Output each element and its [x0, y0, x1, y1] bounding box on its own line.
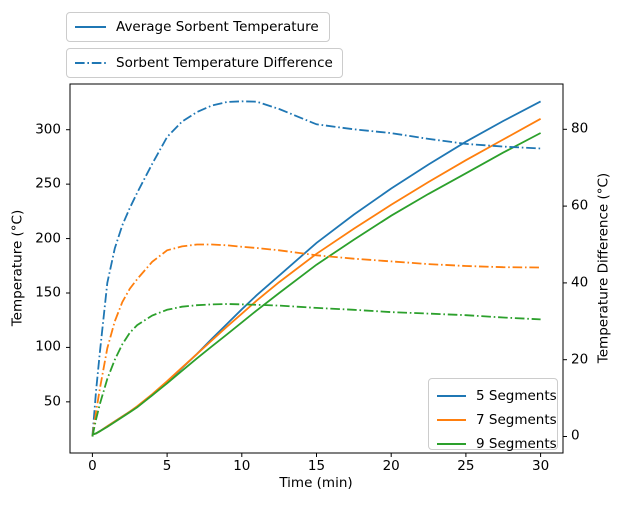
x-tick-label: 20 [382, 458, 400, 474]
green-line-sample [437, 443, 466, 445]
y-left-tick-label: 50 [43, 393, 61, 410]
legend-temperature-difference: Sorbent Temperature Difference [66, 48, 343, 78]
y-left-tick-label: 100 [35, 338, 61, 355]
legend-row: Sorbent Temperature Difference [67, 49, 342, 77]
x-tick-label: 5 [162, 458, 172, 474]
x-tick-label: 15 [307, 458, 326, 474]
y-right-tick-label: 40 [571, 274, 589, 291]
x-tick-label: 25 [457, 458, 475, 474]
y-right-tick-label: 20 [571, 350, 589, 367]
blue-line-sample [437, 395, 466, 397]
x-tick-label: 10 [233, 458, 251, 474]
x-tick-label: 30 [531, 458, 550, 474]
legend-label-9-segments: 9 Segments [476, 436, 557, 452]
legend-label-average-temperature: Average Sorbent Temperature [116, 19, 319, 35]
y-left-tick-label: 250 [35, 175, 61, 192]
y-axis-right-label: Temperature Difference (°C) [595, 172, 612, 364]
x-tick-label: 0 [88, 458, 97, 474]
legend-row-7-segments: 7 Segments [429, 408, 557, 432]
legend-label-5-segments: 5 Segments [476, 388, 557, 404]
legend-segments: 5 Segments 7 Segments 9 Segments [428, 378, 558, 452]
y-left-tick-label: 150 [35, 284, 61, 301]
orange-line-sample [437, 419, 466, 421]
legend-row-5-segments: 5 Segments [429, 384, 557, 408]
series-line-7-segments-sorbent-temperature-difference [91, 243, 541, 437]
legend-average-temperature: Average Sorbent Temperature [66, 12, 330, 42]
y-right-tick-label: 60 [571, 197, 589, 214]
y-right-tick-label: 80 [571, 120, 589, 137]
y-axis-left-label: Temperature (°C) [9, 209, 26, 327]
series-line-9-segments-sorbent-temperature-difference [91, 303, 541, 437]
y-left-tick-label: 300 [35, 120, 61, 137]
legend-label-temperature-difference: Sorbent Temperature Difference [116, 55, 333, 71]
series-line-9-segments-average-sorbent-temperature [92, 132, 542, 436]
y-right-tick-label: 0 [571, 427, 580, 444]
solid-line-sample [75, 26, 106, 28]
legend-row-9-segments: 9 Segments [429, 432, 557, 456]
series-line-5-segments-sorbent-temperature-difference [91, 100, 541, 437]
y-left-tick-label: 200 [35, 229, 61, 246]
legend-label-7-segments: 7 Segments [476, 412, 557, 428]
legend-row: Average Sorbent Temperature [67, 13, 329, 41]
x-axis-label: Time (min) [279, 475, 353, 491]
dashdot-line-sample [75, 62, 106, 64]
